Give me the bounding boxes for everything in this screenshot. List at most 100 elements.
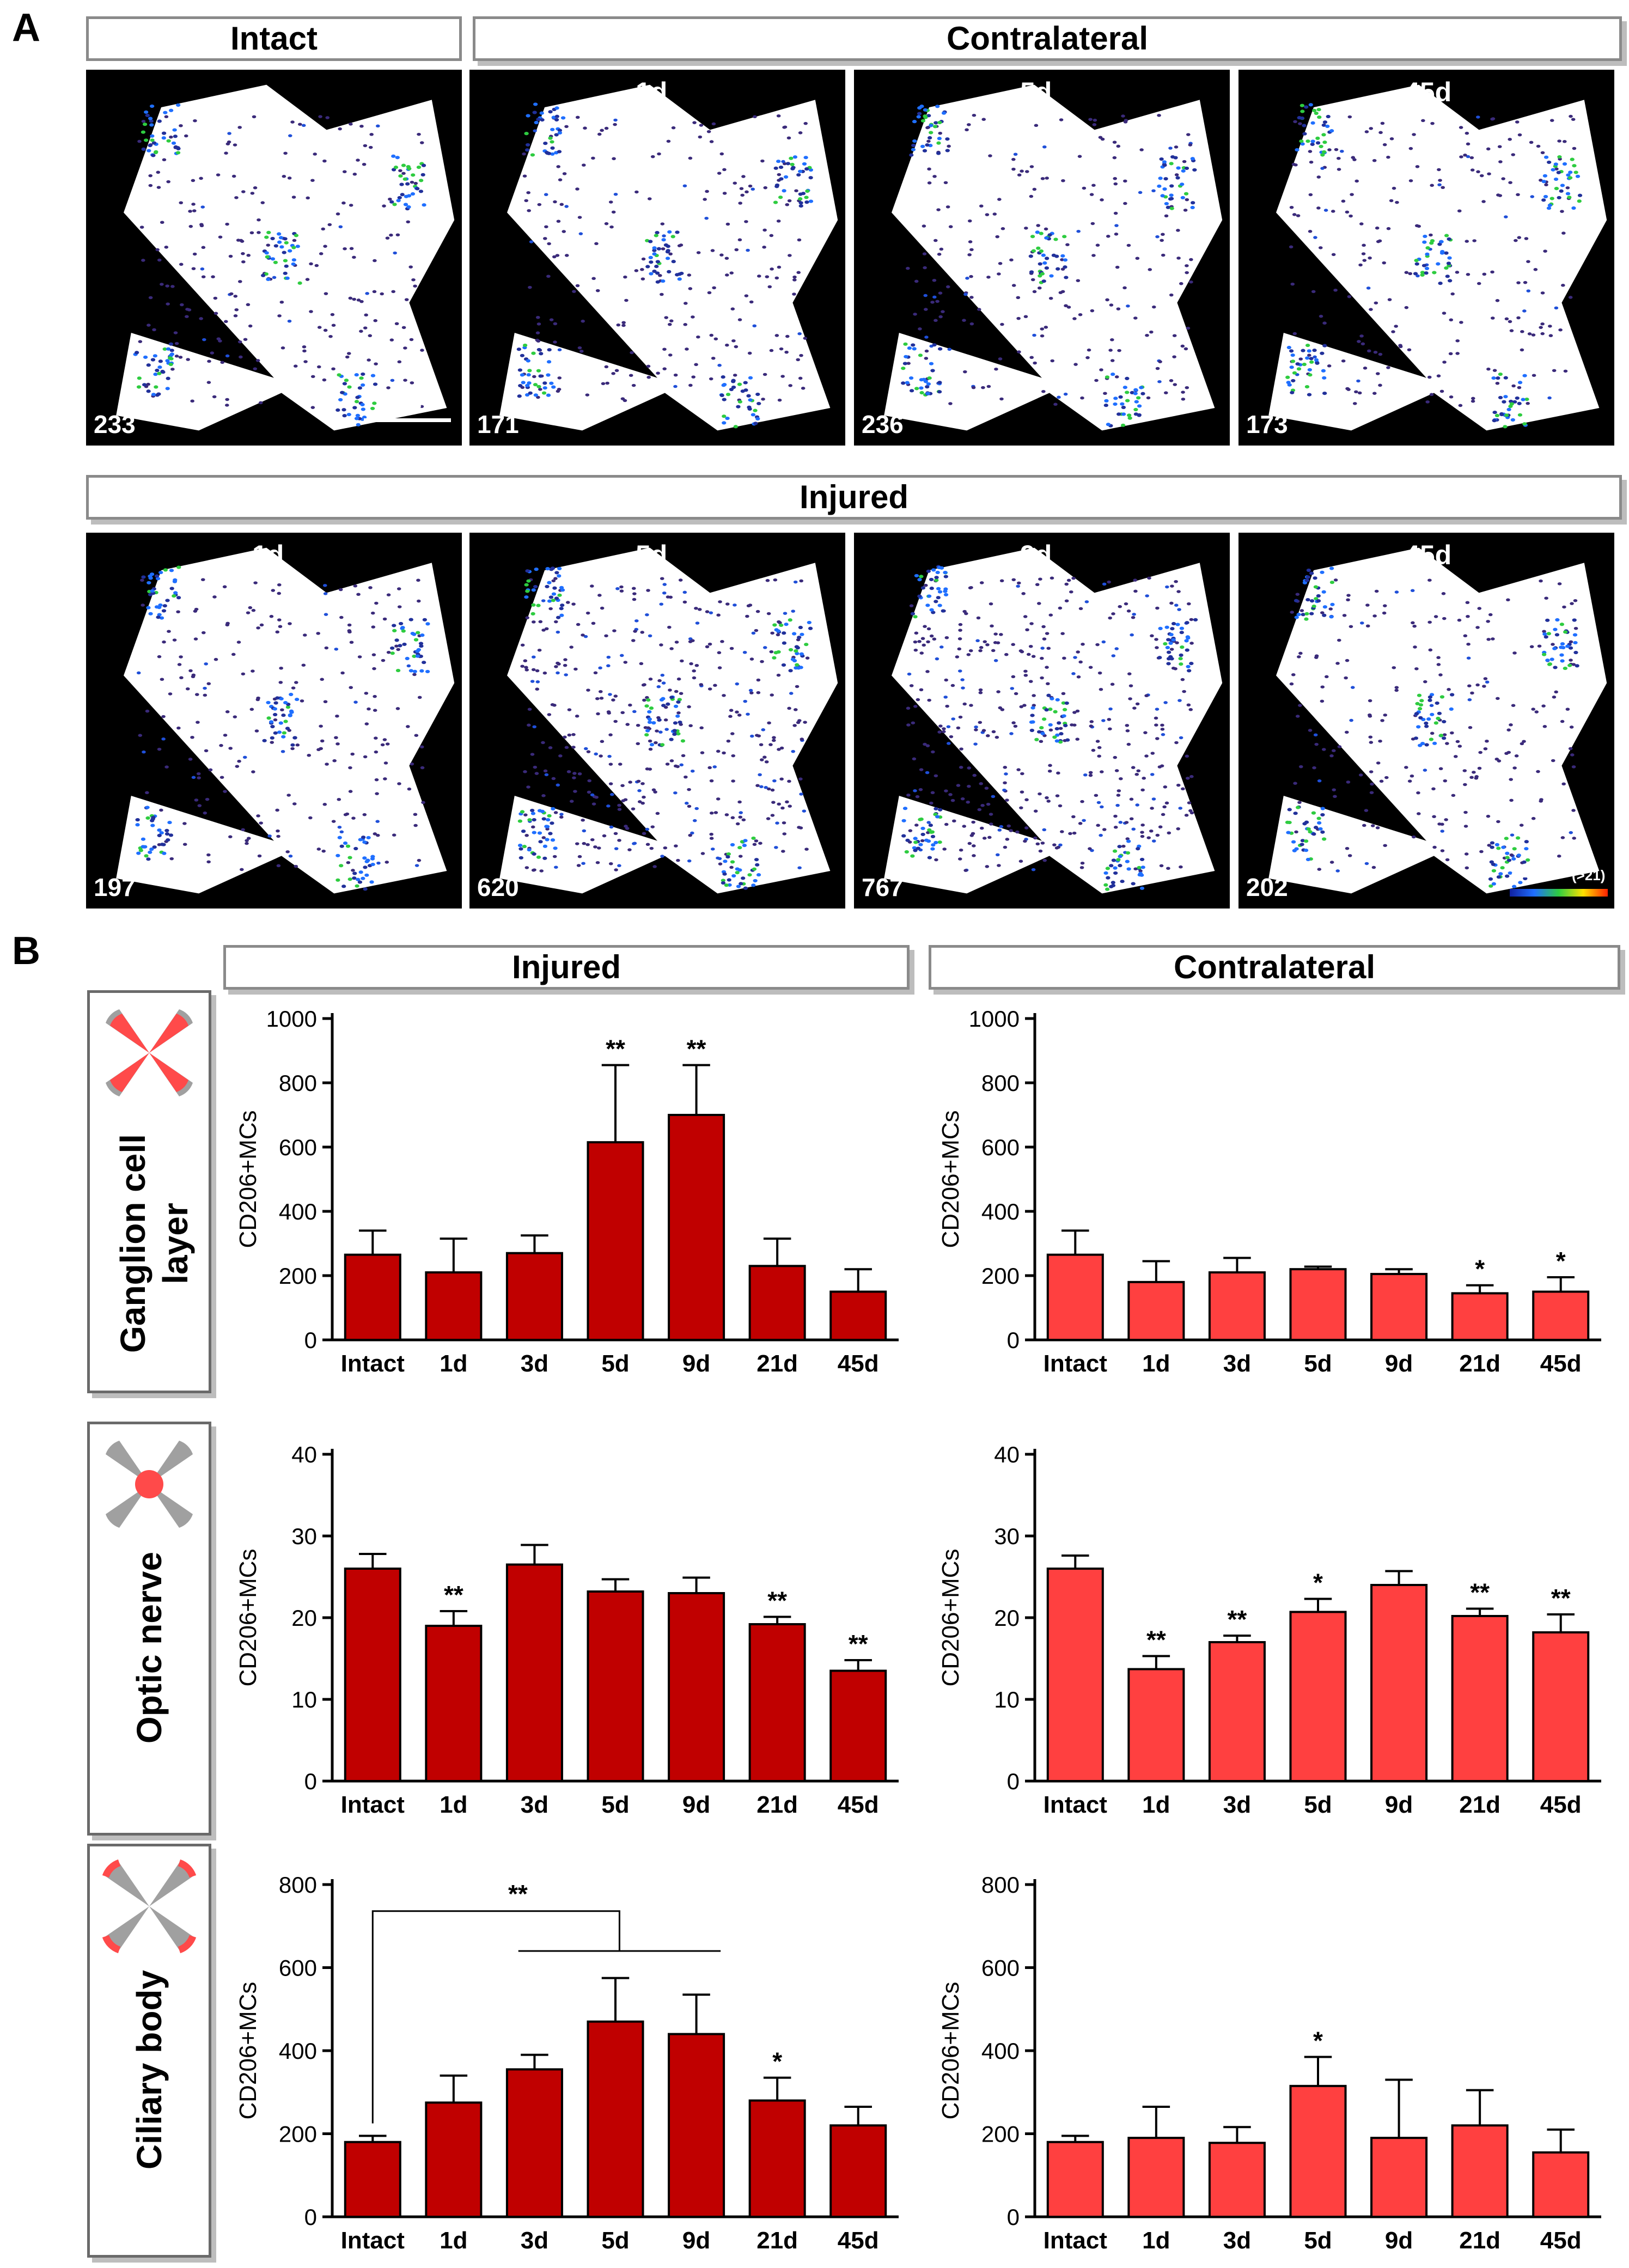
retina-shape [884, 84, 1223, 431]
bar [668, 1114, 725, 1341]
x-tick-label: Intact [341, 1791, 405, 1818]
x-tick-label: 21d [1459, 1350, 1500, 1377]
retina-shape [116, 547, 455, 894]
bar [1127, 1281, 1185, 1341]
bar [425, 1625, 483, 1782]
bar [1046, 2141, 1104, 2218]
bar [587, 2020, 644, 2218]
header-injured-b: Injured [223, 945, 910, 990]
y-tick-label: 800 [279, 1872, 317, 1898]
significance-mark: ** [1228, 1605, 1247, 1633]
bar [1208, 2142, 1266, 2218]
bar [1127, 2137, 1185, 2218]
bar [1289, 2084, 1347, 2218]
bar [1289, 1268, 1347, 1342]
y-tick-label: 20 [994, 1605, 1020, 1631]
y-tick-label: 1000 [266, 1006, 317, 1032]
y-axis-label: CD206+MCs [235, 1982, 261, 2119]
x-tick-label: 21d [756, 1791, 798, 1818]
y-tick-label: 800 [279, 1070, 317, 1096]
bar [344, 1568, 401, 1782]
row-box-optic: Optic nerve [87, 1422, 211, 1836]
bar [1127, 1668, 1185, 1782]
x-tick-label: 1d [440, 1791, 467, 1818]
x-tick-label: 45d [838, 2227, 879, 2254]
y-tick-label: 600 [981, 1135, 1020, 1160]
x-tick-label: 5d [1304, 2227, 1332, 2254]
retina-diagram-optic-icon [106, 1441, 193, 1528]
y-tick-label: 30 [291, 1523, 317, 1549]
x-tick-label: 1d [1142, 1350, 1170, 1377]
y-tick-label: 40 [994, 1442, 1020, 1467]
bar [748, 1623, 806, 1782]
significance-mark: * [1556, 1247, 1566, 1275]
y-tick-label: 10 [994, 1687, 1020, 1712]
bar [1046, 1253, 1104, 1341]
x-tick-label: 1d [1142, 2227, 1170, 2254]
retina-shape [1268, 84, 1607, 431]
significance-mark: ** [444, 1581, 463, 1609]
bar [1370, 1584, 1428, 1782]
scale-bar-label: 1mm [385, 391, 428, 412]
panel-a-letter: A [12, 6, 40, 50]
bar [668, 1592, 725, 1782]
x-tick-label: 3d [1223, 1350, 1251, 1377]
y-tick-label: 400 [981, 1199, 1020, 1224]
y-tick-label: 200 [981, 1263, 1020, 1289]
x-tick-label: 1d [1142, 1791, 1170, 1818]
retina-shape [116, 84, 455, 431]
chart-gcl-contralateral: CD206+MCs 0 200 400 600 800 1000 Intact 1d 3d 5d 9d… [937, 1006, 1601, 1377]
x-tick-label: 3d [521, 2227, 548, 2254]
x-tick-label: Intact [341, 1350, 405, 1377]
y-tick-label: 0 [304, 1769, 317, 1794]
y-tick-label: 400 [279, 2038, 317, 2064]
x-tick-label: 3d [521, 1350, 548, 1377]
retina-map-bottom-0: 1d 197 [86, 533, 462, 909]
header-injured-a: Injured [86, 475, 1622, 520]
y-tick-label: 400 [981, 2038, 1020, 2064]
x-tick-label: 1d [440, 1350, 467, 1377]
chart-optic-contralateral: CD206+MCs 0 10 20 30 40 Intact ** 1d ** 3d * 5d 9d ** 2… [937, 1442, 1601, 1818]
x-tick-label: 9d [682, 1350, 710, 1377]
y-tick-label: 0 [1007, 1769, 1020, 1794]
y-tick-label: 200 [981, 2121, 1020, 2147]
y-tick-label: 0 [1007, 2204, 1020, 2230]
y-tick-label: 600 [279, 1955, 317, 1981]
y-tick-label: 30 [994, 1523, 1020, 1549]
y-tick-label: 20 [291, 1605, 317, 1631]
row-label-ciliary: Ciliary body [130, 1970, 169, 2170]
bar [668, 2033, 725, 2218]
bar [1208, 1641, 1266, 1782]
significance-mark: ** [1146, 1626, 1166, 1654]
bar [425, 1271, 483, 1342]
x-tick-label: 3d [521, 1791, 548, 1818]
x-tick-label: 45d [1540, 1350, 1582, 1377]
tile-time-label: 1d [252, 540, 284, 570]
color-scale-legend [1510, 889, 1608, 897]
bar [1208, 1271, 1266, 1342]
bar [1451, 1292, 1509, 1342]
x-tick-label: 5d [601, 2227, 629, 2254]
bar [505, 1252, 563, 1342]
y-tick-label: 0 [304, 2204, 317, 2230]
bar [829, 1669, 887, 1782]
y-tick-label: 200 [279, 1263, 317, 1289]
legend-low-label: (0-2) [1511, 867, 1541, 883]
significance-mark: * [1313, 1569, 1323, 1597]
row-box-ganglion: Ganglion cell layer [87, 990, 211, 1393]
retina-map-top-2: 5d 236 [854, 70, 1230, 446]
tile-time-label: 5d [1020, 77, 1052, 107]
x-tick-label: 21d [756, 1350, 798, 1377]
header-intact: Intact [86, 16, 462, 61]
x-tick-label: 3d [1223, 2227, 1251, 2254]
retina-map-bottom-3: 45d 202 (0-2) (>21) [1238, 533, 1614, 909]
bar [1289, 1611, 1347, 1782]
retina-shape [884, 547, 1223, 894]
x-tick-label: 5d [1304, 1791, 1332, 1818]
x-tick-label: 21d [1459, 1791, 1500, 1818]
x-tick-label: Intact [341, 2227, 405, 2254]
y-tick-label: 800 [981, 1872, 1020, 1898]
x-tick-label: 21d [756, 2227, 798, 2254]
y-axis-label: CD206+MCs [937, 1110, 964, 1248]
bar [748, 1265, 806, 1341]
